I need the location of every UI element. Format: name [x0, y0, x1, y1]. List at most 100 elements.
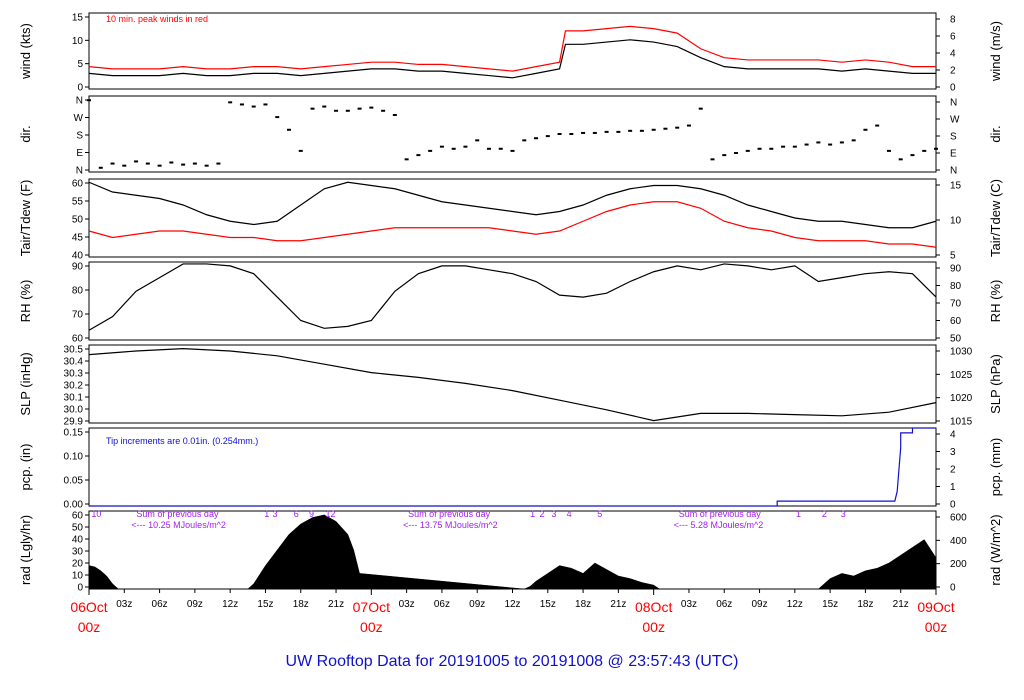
rh-left-tick-label: 80 [72, 286, 84, 297]
dir-point [145, 162, 150, 165]
wind-left-tick-label: 5 [77, 59, 83, 70]
dir-point [428, 149, 433, 152]
dir-point [522, 139, 527, 142]
dir-left-axis-label: dir. [18, 125, 33, 142]
chart-title: UW Rooftop Data for 20191005 to 20191008… [286, 653, 739, 670]
dir-point [451, 147, 456, 150]
dir-point [839, 141, 844, 144]
temp-right-axis-label: Tair/Tdew (C) [988, 179, 1003, 257]
dir-point [404, 158, 409, 161]
rad-right-tick-label: 400 [950, 536, 967, 547]
rh-panel: 60 70 80 90 50 60 70 80 90 RH (%) RH (%) [18, 261, 1003, 345]
wind-line-series-0 [88, 39, 936, 79]
x-tick-label: 03z [399, 599, 415, 610]
wind-right-tick-label: 8 [950, 15, 956, 26]
rad-hour-marker: 5 [597, 509, 602, 519]
dir-point [781, 145, 786, 148]
temp-left-tick-label: 55 [72, 197, 84, 208]
rad-left-tick-label: 0 [77, 583, 83, 594]
dir-point [110, 162, 115, 165]
tip-increment-note: Tip increments are 0.01in. (0.254mm.) [106, 436, 258, 446]
pcp-left-axis-label: pcp. (in) [18, 444, 33, 491]
rad-hour-marker: 3 [551, 509, 556, 519]
x-tick-label: 18z [293, 599, 309, 610]
rad-right-axis-label: rad (W/m^2) [988, 514, 1003, 585]
wind-right-tick-label: 2 [950, 66, 956, 77]
dir-point [98, 166, 103, 169]
rad-day-sum-label: Sum of previous day [679, 509, 762, 519]
dir-point [486, 147, 491, 150]
rad-hour-marker: 9 [309, 509, 314, 519]
dir-point [122, 164, 127, 167]
x-tick-label: 09z [751, 599, 767, 610]
x-tick-label: 06z [152, 599, 168, 610]
x-tick-label: 12z [222, 599, 238, 610]
dir-point [851, 139, 856, 142]
rad-day-sum-value: <--- 13.75 MJoules/m^2 [403, 520, 498, 530]
x-tick-label: 12z [787, 599, 803, 610]
x-tick-label: 03z [681, 599, 697, 610]
x-tick-label: 21z [328, 599, 344, 610]
wind-right-tick-label: 0 [950, 83, 956, 94]
temp-right-tick-label: 15 [950, 181, 962, 192]
rad-hour-marker: 3 [841, 509, 846, 519]
dir-point [710, 158, 715, 161]
x-tick-label: 12z [504, 599, 520, 610]
pcp-right-tick-label: 1 [950, 482, 956, 493]
rad-left-axis-label: rad (Lgly/hr) [18, 515, 33, 585]
slp-line-series-0 [88, 347, 937, 422]
x-tick-label: 15z [257, 599, 273, 610]
wind-right-tick-label: 6 [950, 32, 956, 43]
dir-point [204, 164, 209, 167]
rad-hour-marker: 2 [822, 509, 827, 519]
dir-point [263, 103, 268, 106]
dir-point [498, 147, 503, 150]
dir-point [475, 139, 480, 142]
rad-hour-marker: 10 [91, 509, 101, 519]
dir-point [828, 143, 833, 146]
x-tick-label: 18z [575, 599, 591, 610]
temp-left-tick-label: 50 [72, 215, 84, 226]
rad-right-tick-label: 0 [950, 583, 956, 594]
dir-left-tick-label: N [76, 96, 83, 107]
rad-day-sum-label: Sum of previous day [136, 509, 219, 519]
dir-point [216, 162, 221, 165]
dir-right-tick-label: N [950, 98, 957, 109]
dir-point [898, 158, 903, 161]
slp-right-axis-label: SLP (hPa) [988, 354, 1003, 414]
dir-point [345, 109, 350, 112]
x-tick-label: 03z [116, 599, 132, 610]
rad-hour-marker: 3 [273, 509, 278, 519]
x-tick-label: 15z [540, 599, 556, 610]
dir-point [251, 105, 256, 108]
pcp-right-axis-label: pcp. (mm) [988, 438, 1003, 497]
dir-point [357, 107, 362, 110]
rad-hour-marker: 1 [530, 509, 535, 519]
rad-hour-marker: 12 [325, 509, 335, 519]
dir-point [628, 129, 633, 132]
wind-left-tick-label: 15 [72, 13, 84, 24]
rad-day-sum-label: Sum of previous day [408, 509, 491, 519]
x-tick-label: 06z [434, 599, 450, 610]
dir-point [757, 147, 762, 150]
dir-point [922, 149, 927, 152]
rad-day-sum-value: <--- 5.28 MJoules/m^2 [674, 520, 764, 530]
day-label-hour: 00z [78, 619, 101, 635]
dir-point [192, 162, 197, 165]
dir-point [463, 145, 468, 148]
dir-point [510, 149, 515, 152]
wind-line-series-1 [88, 25, 936, 72]
rh-right-tick-label: 60 [950, 316, 962, 327]
slp-left-tick-label: 30.3 [64, 369, 84, 380]
dir-point [804, 143, 809, 146]
day-label-date: 08Oct [635, 599, 672, 615]
slp-left-tick-label: 30.0 [64, 405, 84, 416]
pcp-right-tick-label: 2 [950, 465, 956, 476]
slp-right-tick-label: 1030 [950, 347, 973, 358]
rad-hour-marker: 1 [796, 509, 801, 519]
dir-point [87, 99, 91, 102]
dir-point [286, 128, 291, 131]
dir-point [686, 124, 691, 127]
wind-frame [88, 12, 937, 90]
